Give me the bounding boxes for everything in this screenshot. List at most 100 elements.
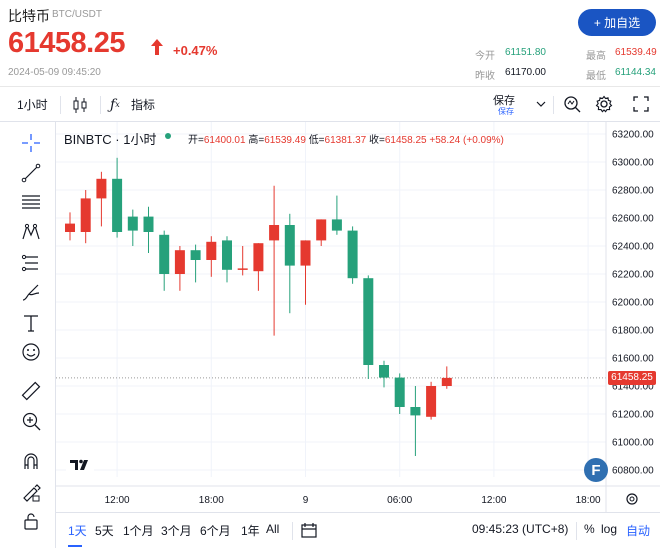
active-range-indicator xyxy=(68,545,82,547)
y-tick-label: 62800.00 xyxy=(612,186,654,197)
y-tick-label: 61800.00 xyxy=(612,326,654,337)
candle[interactable] xyxy=(237,246,248,276)
magnet-icon[interactable] xyxy=(20,450,42,472)
candle[interactable] xyxy=(143,206,154,253)
fib-lines-icon[interactable] xyxy=(20,191,42,213)
lock-drawing-icon[interactable] xyxy=(20,480,42,502)
y-tick-label: 62000.00 xyxy=(612,298,654,309)
candle[interactable] xyxy=(379,360,389,388)
legend-open-label: 开= xyxy=(188,135,204,146)
range-3m[interactable]: 3个月 xyxy=(161,524,192,538)
candle[interactable] xyxy=(394,373,405,414)
range-1y[interactable]: 1年 xyxy=(241,524,260,538)
gear-icon[interactable] xyxy=(595,95,613,113)
candle[interactable] xyxy=(347,226,358,284)
open-value: 61151.80 xyxy=(505,47,546,58)
range-1m[interactable]: 1个月 xyxy=(123,524,154,538)
ohlc-legend: 开=61400.01 高=61539.49 低=61381.37 收=61458… xyxy=(188,131,504,146)
candle[interactable] xyxy=(331,195,342,235)
chart-symbol-label: BINBTC · 1小时 xyxy=(64,132,157,147)
high-label: 最高 xyxy=(586,51,606,62)
price-chart[interactable]: 63200.00 63000.00 62800.00 62600.00 62400.00… xyxy=(56,122,660,512)
save-button[interactable]: 保存 xyxy=(493,95,515,107)
legend-low-label: 低= xyxy=(308,135,325,146)
candle[interactable] xyxy=(112,157,123,238)
quick-search-icon[interactable] xyxy=(563,95,581,113)
current-price: 61458.25 xyxy=(8,27,125,59)
market-status-dot xyxy=(165,133,171,139)
brush-icon[interactable] xyxy=(20,282,42,304)
candle[interactable] xyxy=(174,246,185,291)
percent-toggle[interactable]: % xyxy=(584,522,595,536)
x-tick-label: 06:00 xyxy=(387,495,412,506)
prev-close-label: 昨收 xyxy=(475,71,495,82)
trend-line-icon[interactable] xyxy=(20,162,42,184)
fx-badge-icon[interactable]: F xyxy=(584,458,608,482)
range-5d[interactable]: 5天 xyxy=(95,524,114,538)
pattern-icon[interactable] xyxy=(20,221,42,243)
y-tick-label: 62200.00 xyxy=(612,270,654,281)
candle[interactable] xyxy=(300,240,311,305)
candle[interactable] xyxy=(269,185,280,336)
text-icon[interactable] xyxy=(20,312,42,334)
zoom-in-icon[interactable] xyxy=(20,410,42,432)
x-tick-label: 9 xyxy=(303,495,309,506)
candle[interactable] xyxy=(65,212,75,241)
header-divider xyxy=(0,86,660,87)
auto-toggle[interactable]: 自动 xyxy=(626,524,651,538)
price-timestamp: 2024-05-09 09:45:20 xyxy=(8,67,101,78)
chevron-down-icon[interactable] xyxy=(536,100,546,108)
log-toggle[interactable]: log xyxy=(601,522,618,536)
y-tick-label: 61200.00 xyxy=(612,410,654,421)
high-value: 61539.49 xyxy=(615,47,657,58)
projection-icon[interactable] xyxy=(20,252,42,274)
lock-icon[interactable] xyxy=(20,510,42,532)
last-price-tag: 61458.25 xyxy=(608,370,656,385)
candle[interactable] xyxy=(159,230,170,291)
tradingview-logo-icon xyxy=(66,452,94,476)
add-watchlist-button[interactable]: + 加自选 xyxy=(578,9,656,36)
legend-close: 61458.25 xyxy=(384,135,427,146)
indicators-button[interactable]: 指标 xyxy=(131,98,156,112)
candle[interactable] xyxy=(253,243,264,291)
candle[interactable] xyxy=(284,213,295,314)
candlestick-icon[interactable] xyxy=(72,96,88,114)
y-tick-label: 62400.00 xyxy=(612,242,654,253)
candle[interactable] xyxy=(426,381,437,420)
y-tick-label: 62600.00 xyxy=(612,214,654,225)
legend-high: 61539.49 xyxy=(264,135,306,146)
low-label: 最低 xyxy=(586,71,606,82)
date-range-icon[interactable] xyxy=(300,521,318,539)
x-tick-label: 18:00 xyxy=(576,495,601,506)
candle[interactable] xyxy=(363,275,374,379)
candle[interactable] xyxy=(80,190,91,244)
candle[interactable] xyxy=(206,236,217,277)
asset-name: 比特币 xyxy=(8,8,50,24)
legend-low: 61381.37 xyxy=(324,135,367,146)
interval-selector[interactable]: 1小时 xyxy=(17,98,48,112)
candle[interactable] xyxy=(96,171,107,227)
range-1d[interactable]: 1天 xyxy=(68,524,87,538)
legend-change: +58.24 (+0.09%) xyxy=(429,135,504,146)
candle[interactable] xyxy=(441,366,452,389)
range-6m[interactable]: 6个月 xyxy=(200,524,231,538)
candle[interactable] xyxy=(222,236,232,283)
emoji-icon[interactable] xyxy=(20,341,42,363)
x-tick-label: 12:00 xyxy=(105,495,130,506)
y-tick-label: 61000.00 xyxy=(612,438,654,449)
candle[interactable] xyxy=(190,244,201,283)
candle[interactable] xyxy=(316,219,327,246)
axis-settings-icon[interactable] xyxy=(626,493,638,505)
ruler-icon[interactable] xyxy=(20,380,42,402)
legend-close-label: 收= xyxy=(369,135,385,146)
fullscreen-icon[interactable] xyxy=(633,96,649,112)
y-tick-label: 63200.00 xyxy=(612,130,654,141)
current-time[interactable]: 09:45:23 (UTC+8) xyxy=(472,522,569,536)
range-all[interactable]: All xyxy=(266,522,280,536)
low-value: 61144.34 xyxy=(615,67,656,78)
candle[interactable] xyxy=(127,209,138,246)
crosshair-icon[interactable] xyxy=(20,132,42,154)
open-label: 今开 xyxy=(475,51,495,62)
candle[interactable] xyxy=(410,386,421,456)
